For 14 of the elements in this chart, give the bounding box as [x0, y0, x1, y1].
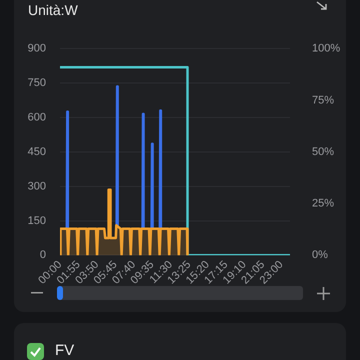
- y-tick-label: 750: [28, 77, 46, 90]
- y2-tick-label: 25%: [312, 198, 334, 210]
- y-tick-label: 450: [28, 146, 46, 158]
- y-tick-label: 150: [28, 214, 46, 227]
- y-tick-label: 300: [28, 180, 46, 192]
- y-tick-label: 0: [40, 249, 46, 262]
- y2-tick-label: 75%: [312, 94, 334, 106]
- text: FV: [55, 342, 74, 359]
- y-tick-label: 600: [28, 112, 46, 124]
- y2-tick-label: 100%: [312, 42, 340, 55]
- chart-title: Unità:W: [28, 2, 78, 18]
- y2-tick-label: 50%: [312, 146, 334, 158]
- y2-tick-label: 0%: [312, 249, 328, 262]
- y-tick-label: 900: [28, 42, 46, 55]
